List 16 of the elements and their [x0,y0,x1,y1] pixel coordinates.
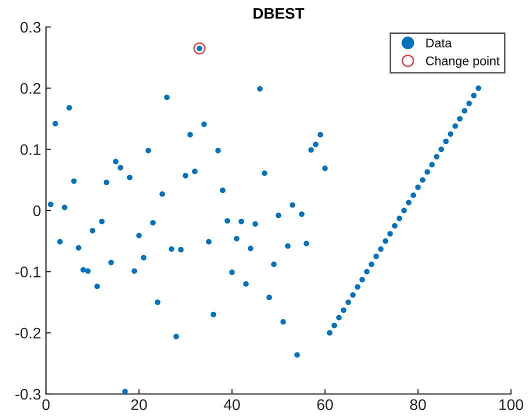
legend-label: Data [426,38,452,48]
x-tick-label: 80 [410,399,426,410]
y-tick-label: 0.1 [20,144,40,156]
x-tick-label: 0 [42,399,50,410]
legend-label: Change point [426,56,500,68]
x-tick-label: 20 [131,399,147,410]
x-tick-label: 100 [499,399,524,410]
y-tick-label: -0.3 [15,388,40,400]
y-tick-label: -0.2 [15,328,40,339]
chart-title: DBEST [254,8,304,19]
y-tick-label: 0.2 [20,83,40,94]
y-tick-label: 0 [33,205,41,216]
y-tick-label: 0.3 [20,22,40,33]
x-tick-label: 60 [317,399,333,410]
y-tick-label: -0.1 [15,266,40,278]
x-tick-label: 40 [224,399,240,410]
